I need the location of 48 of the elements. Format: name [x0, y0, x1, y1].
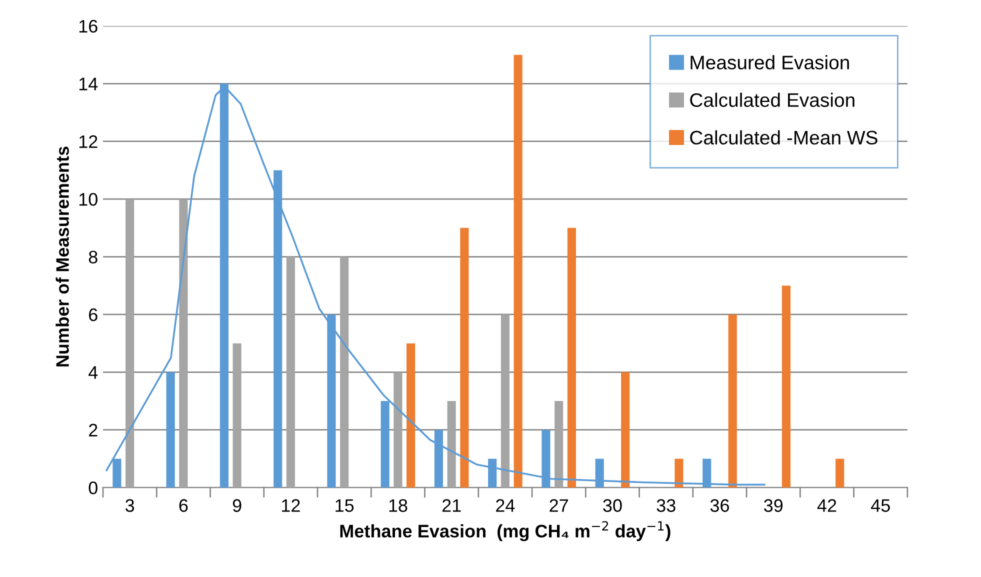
x-tick-label: 33 [656, 499, 676, 512]
x-tick-label: 39 [764, 499, 783, 512]
x-tick-label: 36 [710, 499, 729, 512]
bar [126, 199, 134, 488]
x-axis-title: Methane Evasion (mg CH₄ m$^{−2}$ day$^{−1}$) [340, 521, 670, 542]
y-tick-label: 14 [79, 78, 98, 90]
x-tick-label: 24 [496, 499, 515, 512]
bar [674, 458, 684, 488]
bar [514, 54, 522, 488]
bar [460, 228, 469, 488]
y-tick-label: 0 [88, 482, 98, 494]
bar [447, 401, 456, 488]
bar [567, 228, 576, 488]
bar [782, 286, 791, 488]
x-tick-label: 18 [389, 499, 408, 512]
bar [232, 343, 242, 488]
bar [621, 372, 630, 488]
bar [554, 401, 564, 488]
bar [340, 256, 349, 488]
bar [500, 314, 510, 488]
y-tick-label: 2 [89, 424, 98, 436]
bar [406, 343, 416, 488]
legend-label: Calculated -Mean WS [690, 130, 878, 145]
y-tick-label: 6 [89, 308, 98, 322]
x-tick-label: 3 [125, 499, 134, 512]
bar [836, 458, 844, 488]
x-tick-label: 45 [870, 499, 890, 512]
y-tick-label: 4 [88, 366, 98, 379]
x-tick-label: 12 [282, 499, 300, 512]
legend-label: Calculated Evasion [690, 92, 854, 107]
bar [728, 314, 737, 488]
y-tick-label: 16 [79, 20, 98, 33]
y-tick-label: 12 [79, 135, 98, 148]
bar [179, 199, 188, 488]
x-tick-label: 30 [603, 499, 622, 512]
x-tick-label: 6 [179, 499, 188, 512]
bar [394, 372, 402, 488]
legend-label: Measured Evasion [690, 55, 849, 70]
x-tick-label: 15 [336, 499, 354, 512]
y-tick-label: 10 [79, 193, 98, 206]
x-tick-label: 21 [442, 499, 461, 512]
x-tick-label: 42 [817, 499, 836, 512]
bar [286, 256, 295, 488]
y-axis-title: Number of Measurements [56, 146, 69, 366]
y-tick-label: 8 [88, 250, 98, 264]
x-tick-label: 27 [550, 499, 568, 512]
x-tick-label: 9 [232, 499, 242, 512]
bar [166, 372, 175, 488]
